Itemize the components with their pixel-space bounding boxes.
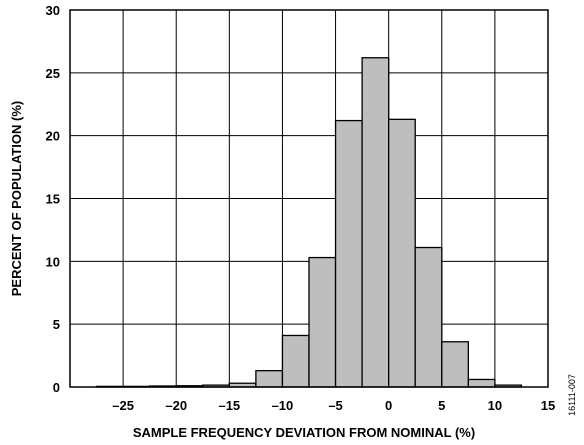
x-tick-label: –20 (165, 398, 187, 413)
plot-frame (69, 9, 549, 388)
x-tick-label: 5 (438, 398, 445, 413)
figure-id-label: 16111-007 (567, 374, 577, 416)
x-tick-label: –10 (272, 398, 294, 413)
y-tick-label: 5 (53, 317, 60, 332)
y-tick-labels: 0 5 10 15 20 25 30 (46, 3, 60, 395)
x-tick-label: 0 (385, 398, 392, 413)
histogram-bar (467, 378, 496, 388)
y-tick-label: 15 (46, 192, 60, 207)
histogram-bars (95, 57, 523, 388)
y-tick-label: 0 (53, 380, 60, 395)
histogram-bar (414, 246, 443, 388)
y-tick-label: 10 (46, 254, 60, 269)
histogram-bar (255, 370, 284, 388)
x-tick-label: 15 (541, 398, 555, 413)
y-tick-label: 25 (46, 66, 60, 81)
x-tick-label: 10 (488, 398, 502, 413)
histogram-bar (388, 118, 416, 388)
x-axis-title: SAMPLE FREQUENCY DEVIATION FROM NOMINAL … (133, 425, 475, 440)
x-tick-labels: –25 –20 –15 –10 –5 0 5 10 15 (112, 398, 555, 413)
histogram-bar (441, 341, 469, 388)
x-tick-label: –15 (218, 398, 240, 413)
x-tick-label: –25 (112, 398, 134, 413)
y-axis-title: PERCENT OF POPULATION (%) (9, 101, 24, 296)
histogram-bar (281, 334, 310, 388)
histogram-bar (334, 119, 363, 388)
histogram-bar (361, 57, 390, 388)
y-tick-label: 20 (46, 129, 60, 144)
y-tick-label: 30 (46, 3, 60, 18)
x-tick-label: –5 (328, 398, 342, 413)
histogram-bar (308, 256, 337, 388)
